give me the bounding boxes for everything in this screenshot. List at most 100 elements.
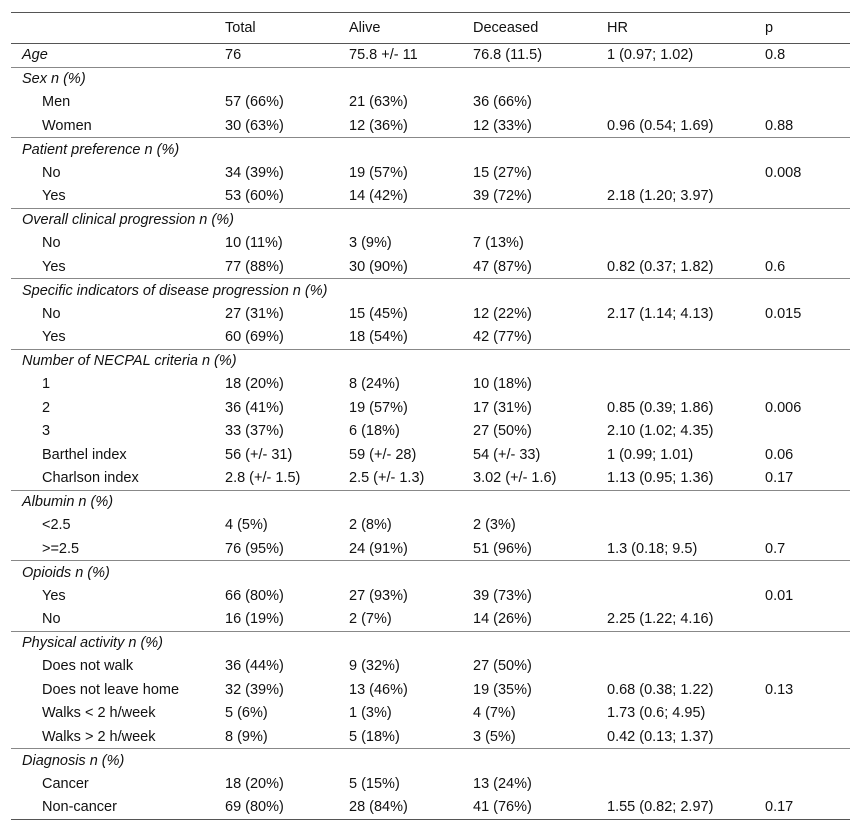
empty-cell <box>765 67 850 91</box>
cell: 2.18 (1.20; 3.97) <box>607 188 714 204</box>
cell: 0.7 <box>765 540 786 557</box>
cell: 0.006 <box>765 399 802 416</box>
empty-cell <box>607 326 765 350</box>
cell: 27 (50%) <box>473 423 532 440</box>
cell: 53 (60%) <box>225 188 284 204</box>
empty-cell <box>473 67 607 91</box>
row-label: No <box>42 305 61 322</box>
cell: 14 (42%) <box>349 188 408 204</box>
row-label: Albumin n (%) <box>22 494 114 510</box>
cell: 76 (95%) <box>225 540 284 557</box>
cell: 36 (66%) <box>473 94 532 111</box>
empty-cell <box>765 373 850 397</box>
cell: 2 (3%) <box>473 517 516 534</box>
cell: 56 (+/- 31) <box>225 446 293 463</box>
cell: 51 (96%) <box>473 540 532 557</box>
cell: 34 (39%) <box>225 164 284 181</box>
row-label: Women <box>42 117 92 134</box>
cell: 7 (13%) <box>473 235 524 252</box>
row-label: <2.5 <box>42 517 71 534</box>
cell: 15 (45%) <box>349 305 408 322</box>
cell: 1 (0.97; 1.02) <box>607 47 694 64</box>
empty-cell <box>765 608 850 632</box>
sub-row: No 34 (39%) 19 (57%) 15 (27%) 0.008 <box>11 161 850 185</box>
cell: 19 (35%) <box>473 681 532 698</box>
cell: 30 (63%) <box>225 117 284 134</box>
cell: 66 (80%) <box>225 587 284 604</box>
empty-cell <box>473 490 607 514</box>
cell: 30 (90%) <box>349 258 408 275</box>
empty-cell <box>607 232 765 256</box>
cell: 1.73 (0.6; 4.95) <box>607 705 706 722</box>
group-row: Albumin n (%) <box>11 490 850 514</box>
cell: 0.015 <box>765 305 802 322</box>
empty-cell <box>607 514 765 538</box>
cell: 21 (63%) <box>349 94 408 111</box>
cell: 0.17 <box>765 799 794 815</box>
cell: 0.8 <box>765 47 786 64</box>
cell: 2 (7%) <box>349 611 392 627</box>
sub-row: 1 18 (20%) 8 (24%) 10 (18%) <box>11 373 850 397</box>
corner-cell <box>11 13 225 44</box>
cell: 27 (93%) <box>349 587 408 604</box>
cell: 60 (69%) <box>225 329 284 345</box>
cell: 0.88 <box>765 117 794 134</box>
sub-row: Yes 60 (69%) 18 (54%) 42 (77%) <box>11 326 850 350</box>
sub-row: Walks > 2 h/week 8 (9%) 5 (18%) 3 (5%) 0.42 … <box>11 725 850 749</box>
row-label: Opioids n (%) <box>22 564 110 581</box>
cell: 16 (19%) <box>225 611 284 627</box>
cell: 1 (3%) <box>349 705 392 722</box>
row-label: Sex n (%) <box>22 71 86 87</box>
row-label: Does not walk <box>42 658 134 675</box>
row-label: 3 <box>42 423 51 440</box>
cell: 1.3 (0.18; 9.5) <box>607 540 698 557</box>
group-row: Physical activity n (%) <box>11 631 850 655</box>
empty-cell <box>473 349 607 373</box>
column-header: Alive <box>349 20 381 36</box>
cell: 32 (39%) <box>225 681 284 698</box>
empty-cell <box>765 91 850 115</box>
row-label: Walks > 2 h/week <box>42 728 156 745</box>
sub-row: No 10 (11%) 3 (9%) 7 (13%) <box>11 232 850 256</box>
empty-cell <box>349 279 473 303</box>
cell: 5 (6%) <box>225 705 268 722</box>
cell: 39 (72%) <box>473 188 532 204</box>
empty-cell <box>473 279 607 303</box>
empty-cell <box>765 514 850 538</box>
column-header: Deceased <box>473 20 539 36</box>
cell: 27 (50%) <box>473 658 532 675</box>
row-label: >=2.5 <box>42 540 80 557</box>
sub-row: Charlson index 2.8 (+/- 1.5) 2.5 (+/- 1.3)… <box>11 467 850 491</box>
cell: 2.25 (1.22; 4.16) <box>607 611 714 627</box>
row-label: Diagnosis n (%) <box>22 752 125 769</box>
cell: 14 (26%) <box>473 611 532 627</box>
header-row: Total Alive Deceased HR p <box>11 12 850 44</box>
row-label: Specific indicators of disease progressi… <box>22 282 328 299</box>
cell: 54 (+/- 33) <box>473 446 541 463</box>
row-label: Patient preference n (%) <box>22 141 180 158</box>
row-label: Charlson index <box>42 470 139 486</box>
sub-row: 3 33 (37%) 6 (18%) 27 (50%) 2.10 (1.02; 4.35… <box>11 420 850 444</box>
empty-cell <box>225 749 349 773</box>
sub-row: Does not leave home 32 (39%) 13 (46%) 19 (3… <box>11 678 850 702</box>
empty-cell <box>225 138 349 162</box>
empty-cell <box>225 67 349 91</box>
column-header: HR <box>607 20 628 36</box>
cell: 0.06 <box>765 446 794 463</box>
cell: 3 (9%) <box>349 235 392 252</box>
cell: 10 (11%) <box>225 235 283 252</box>
cell: 76.8 (11.5) <box>473 47 543 64</box>
cell: 36 (41%) <box>225 399 284 416</box>
empty-cell <box>765 702 850 726</box>
cell: 0.6 <box>765 258 786 275</box>
column-header: Total <box>225 20 256 36</box>
empty-cell <box>473 631 607 655</box>
row-label: Cancer <box>42 775 89 792</box>
empty-cell <box>765 279 850 303</box>
row-label: Number of NECPAL criteria n (%) <box>22 353 237 369</box>
cell: 36 (44%) <box>225 658 284 675</box>
row-label: No <box>42 611 61 627</box>
cell: 0.82 (0.37; 1.82) <box>607 258 714 275</box>
cell: 76 <box>225 47 242 64</box>
